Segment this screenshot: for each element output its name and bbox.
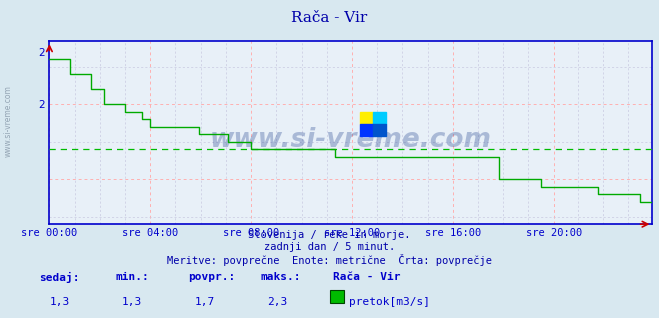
Text: Slovenija / reke in morje.: Slovenija / reke in morje. bbox=[248, 230, 411, 239]
Text: min.:: min.: bbox=[115, 272, 149, 282]
Text: Rača - Vir: Rača - Vir bbox=[333, 272, 400, 282]
Text: 1,3: 1,3 bbox=[49, 297, 70, 307]
Text: maks.:: maks.: bbox=[260, 272, 301, 282]
Bar bbox=[373, 124, 386, 136]
Bar bbox=[360, 112, 373, 124]
Text: sedaj:: sedaj: bbox=[40, 272, 80, 283]
Text: 1,7: 1,7 bbox=[194, 297, 215, 307]
Text: Rača - Vir: Rača - Vir bbox=[291, 11, 368, 25]
Bar bbox=[360, 124, 373, 136]
Text: www.si-vreme.com: www.si-vreme.com bbox=[3, 85, 13, 157]
Text: zadnji dan / 5 minut.: zadnji dan / 5 minut. bbox=[264, 242, 395, 252]
Text: www.si-vreme.com: www.si-vreme.com bbox=[210, 127, 492, 153]
Text: 1,3: 1,3 bbox=[122, 297, 142, 307]
Text: povpr.:: povpr.: bbox=[188, 272, 235, 282]
Text: pretok[m3/s]: pretok[m3/s] bbox=[349, 297, 430, 307]
Bar bbox=[373, 112, 386, 124]
Text: Meritve: povprečne  Enote: metrične  Črta: povprečje: Meritve: povprečne Enote: metrične Črta:… bbox=[167, 254, 492, 266]
Text: 2,3: 2,3 bbox=[267, 297, 287, 307]
